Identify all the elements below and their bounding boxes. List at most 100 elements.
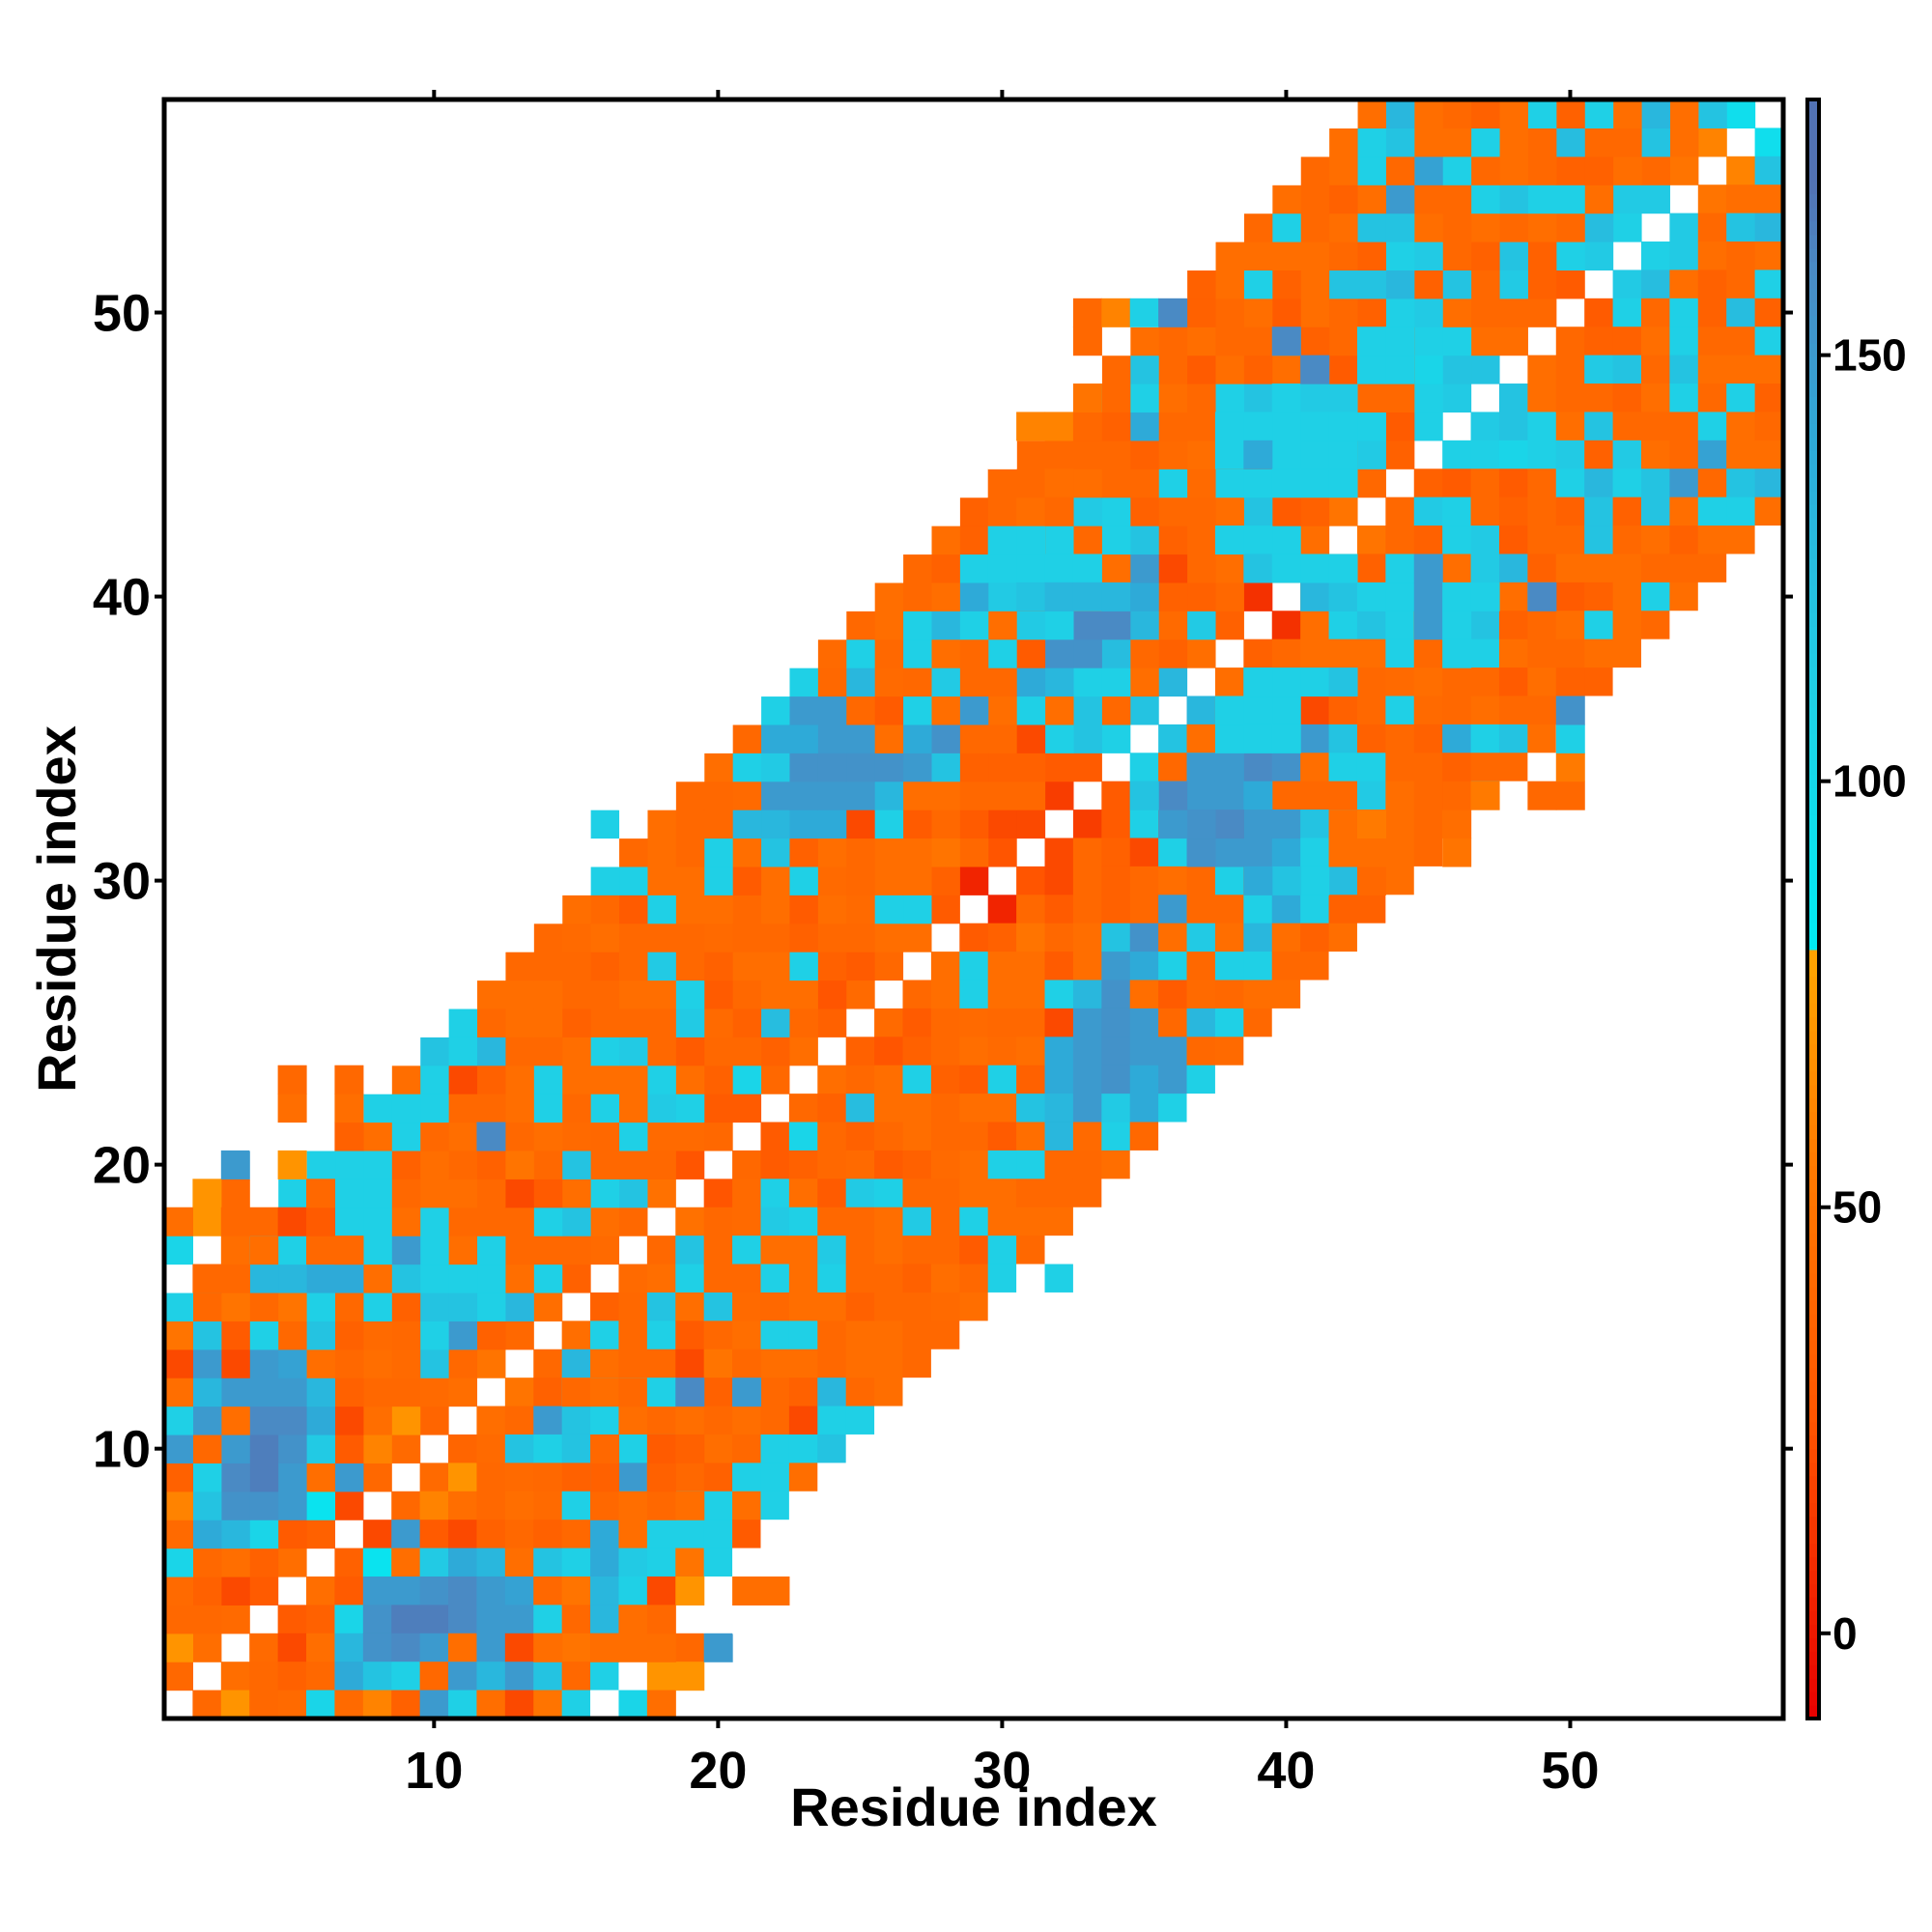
- heatmap-cell: [1243, 213, 1273, 242]
- heatmap-cell: [504, 1292, 534, 1321]
- heatmap-cell: [1214, 582, 1244, 611]
- heatmap-cell: [1271, 980, 1301, 1009]
- heatmap-cell: [732, 1520, 762, 1549]
- heatmap-cell: [1101, 980, 1131, 1009]
- heatmap-cell: [306, 1179, 336, 1208]
- heatmap-cell: [874, 639, 904, 668]
- x-tick-label: 50: [1541, 1742, 1599, 1800]
- heatmap-cell: [788, 668, 818, 697]
- heatmap-cell: [760, 1207, 790, 1236]
- heatmap-cell: [334, 1236, 364, 1265]
- heatmap-cell: [419, 1065, 449, 1094]
- heatmap-cell: [874, 582, 904, 611]
- heatmap-cell: [533, 1434, 563, 1463]
- heatmap-cell: [1101, 1150, 1131, 1179]
- heatmap-cell: [1669, 270, 1699, 299]
- heatmap-cell: [1640, 469, 1670, 498]
- heatmap-cell: [675, 1094, 705, 1123]
- heatmap-cell: [732, 1065, 762, 1094]
- heatmap-cell: [192, 1406, 222, 1435]
- heatmap-cell: [1072, 384, 1102, 413]
- heatmap-cell: [1243, 724, 1273, 753]
- colorbar-segment: [1807, 1246, 1819, 1261]
- colorbar-segment: [1807, 962, 1819, 978]
- heatmap-cell: [732, 1463, 762, 1492]
- heatmap-cell: [1101, 753, 1131, 782]
- heatmap-cell: [618, 1292, 648, 1321]
- heatmap-cell: [618, 952, 648, 981]
- heatmap-cell: [561, 1179, 591, 1208]
- heatmap-cell: [590, 952, 620, 981]
- heatmap-cell: [1016, 838, 1046, 867]
- heatmap-cell: [732, 1179, 762, 1208]
- heatmap-cell: [533, 980, 563, 1009]
- heatmap-cell: [646, 1463, 676, 1492]
- heatmap-cell: [788, 696, 818, 725]
- heatmap-cell: [1072, 639, 1102, 668]
- heatmap-cell: [760, 724, 790, 753]
- heatmap-cell: [504, 1122, 534, 1151]
- heatmap-cell: [1470, 582, 1500, 611]
- heatmap-cell: [1016, 1094, 1046, 1123]
- heatmap-cell: [561, 1605, 591, 1634]
- heatmap-cell: [1470, 384, 1500, 413]
- heatmap-cell: [987, 611, 1017, 640]
- heatmap-cell: [1555, 185, 1585, 214]
- heatmap-cell: [1016, 1037, 1046, 1066]
- heatmap-cell: [760, 753, 790, 782]
- heatmap-cell: [561, 1065, 591, 1094]
- heatmap-cell: [1356, 724, 1386, 753]
- heatmap-cell: [1271, 469, 1301, 498]
- heatmap-cell: [1442, 696, 1472, 725]
- heatmap-cell: [220, 1321, 250, 1350]
- heatmap-cell: [1072, 952, 1102, 981]
- heatmap-cell: [277, 1349, 307, 1378]
- heatmap-cell: [1158, 1122, 1188, 1151]
- heatmap-cell: [419, 1349, 449, 1378]
- heatmap-cell: [1158, 810, 1188, 839]
- heatmap-cell: [646, 1491, 676, 1520]
- heatmap-cell: [732, 923, 762, 952]
- heatmap-cell: [1726, 327, 1756, 356]
- heatmap-cell: [1527, 128, 1557, 157]
- heatmap-cell: [277, 1463, 307, 1492]
- heatmap-cell: [1129, 1207, 1159, 1236]
- colorbar-segment: [1807, 895, 1819, 910]
- colorbar-segment: [1807, 652, 1819, 668]
- heatmap-cell: [1044, 923, 1074, 952]
- heatmap-cell: [448, 1378, 478, 1407]
- heatmap-cell: [1271, 526, 1301, 555]
- heatmap-cell: [476, 1690, 506, 1719]
- heatmap-cell: [504, 895, 534, 924]
- heatmap-cell: [1016, 582, 1046, 611]
- heatmap-cell: [1612, 696, 1642, 725]
- heatmap-cell: [902, 781, 932, 810]
- heatmap-cell: [362, 1520, 392, 1549]
- heatmap-cell: [646, 866, 676, 895]
- heatmap-cell: [1300, 242, 1330, 271]
- heatmap-cell: [164, 1548, 193, 1577]
- heatmap-cell: [306, 1406, 336, 1435]
- heatmap-cell: [1498, 668, 1528, 697]
- heatmap-cell: [590, 810, 620, 839]
- heatmap-cell: [760, 1008, 790, 1037]
- heatmap-cell: [1243, 1094, 1273, 1123]
- colorbar-segment: [1807, 1138, 1819, 1153]
- colorbar-segment: [1807, 1502, 1819, 1518]
- heatmap-cell: [1385, 952, 1415, 981]
- heatmap-cell: [1016, 611, 1046, 640]
- heatmap-cell: [504, 1605, 534, 1634]
- x-axis-title: Residue index: [790, 1776, 1157, 1837]
- heatmap-cell: [987, 696, 1017, 725]
- heatmap-cell: [1669, 242, 1699, 271]
- x-tick-label: 20: [689, 1742, 747, 1800]
- heatmap-cell: [1498, 128, 1528, 157]
- heatmap-cell: [959, 952, 989, 981]
- colorbar-segment: [1807, 841, 1819, 856]
- heatmap-cell: [220, 1406, 250, 1435]
- heatmap-cell: [448, 1321, 478, 1350]
- heatmap-cell: [1186, 781, 1216, 810]
- heatmap-cell: [874, 895, 904, 924]
- heatmap-cell: [1612, 185, 1642, 214]
- heatmap-cell: [476, 1463, 506, 1492]
